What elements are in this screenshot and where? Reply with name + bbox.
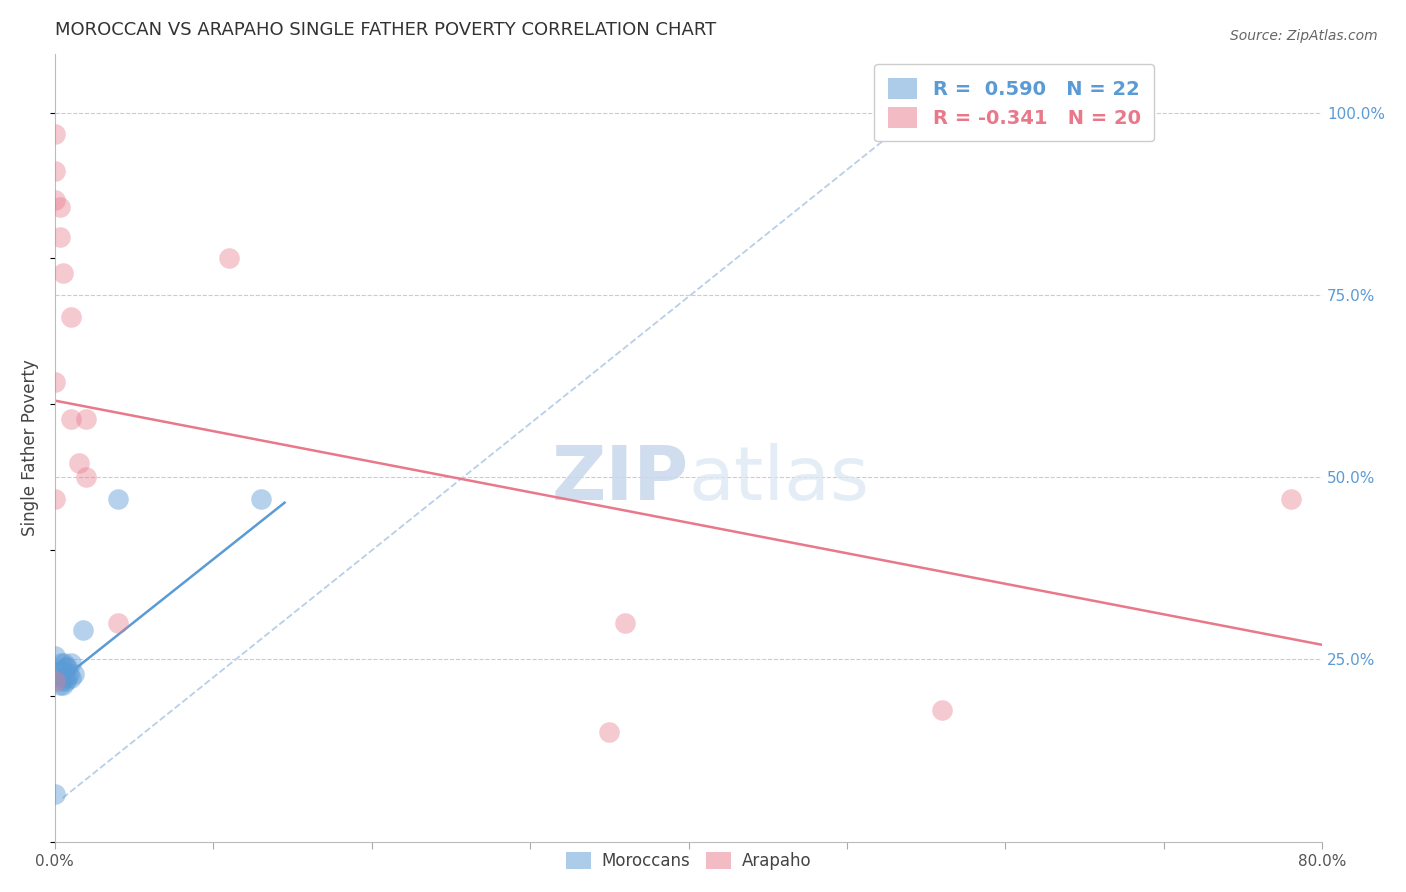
Point (44, 491, 66, 506)
Point (107, 491, 129, 506)
Point (44, 788, 66, 802)
Point (59, 310, 82, 324)
Legend: Moroccans, Arapaho: Moroccans, Arapaho (560, 846, 818, 877)
Point (56, 659, 79, 673)
Point (48, 201, 70, 215)
Point (76, 470, 98, 484)
Point (44, 376, 66, 390)
Text: atlas: atlas (689, 443, 869, 516)
Point (44, 128, 66, 142)
Text: ZIP: ZIP (551, 443, 689, 516)
Point (59, 656, 82, 670)
Point (52, 664, 75, 678)
Point (218, 252, 240, 266)
Point (249, 491, 271, 506)
Point (48, 678, 70, 692)
Text: MOROCCAN VS ARAPAHO SINGLE FATHER POVERTY CORRELATION CHART: MOROCCAN VS ARAPAHO SINGLE FATHER POVERT… (55, 21, 716, 39)
Point (49, 674, 72, 689)
Point (598, 725, 620, 739)
Point (72, 624, 94, 638)
Point (76, 412, 98, 426)
Point (44, 674, 66, 689)
Point (59, 412, 82, 426)
Point (107, 615, 129, 630)
Point (52, 266, 75, 280)
Point (63, 667, 86, 681)
Point (931, 704, 953, 718)
Point (53, 656, 76, 670)
Point (44, 164, 66, 178)
Point (67, 456, 90, 470)
Point (55, 659, 77, 673)
Point (56, 671, 79, 685)
Text: Source: ZipAtlas.com: Source: ZipAtlas.com (1230, 29, 1378, 43)
Point (44, 648, 66, 663)
Point (58, 667, 80, 681)
Point (614, 615, 637, 630)
Point (44, 671, 66, 685)
Point (55, 674, 77, 689)
Point (1279, 491, 1302, 506)
Point (59, 671, 82, 685)
Point (44, 193, 66, 207)
Point (49, 656, 72, 670)
Point (52, 678, 75, 692)
Y-axis label: Single Father Poverty: Single Father Poverty (21, 359, 39, 536)
Point (53, 671, 76, 685)
Point (48, 664, 70, 678)
Point (48, 229, 70, 244)
